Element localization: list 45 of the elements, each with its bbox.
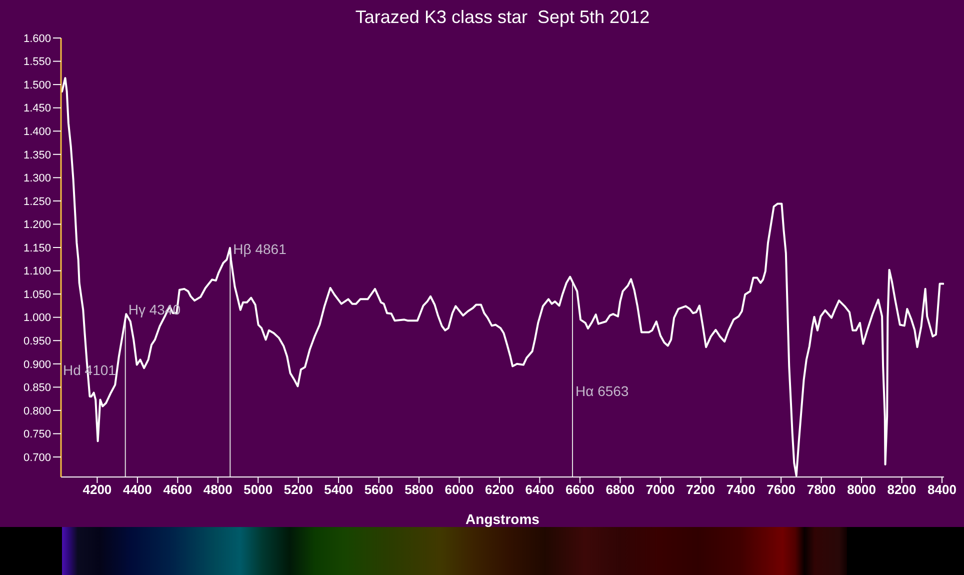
x-tick-label: 6800 (606, 482, 635, 498)
x-tick-label: 5200 (284, 482, 313, 498)
x-tick-label: 5600 (364, 482, 394, 498)
x-tick-label: 8000 (847, 482, 876, 498)
x-tick-label: 8200 (887, 482, 916, 498)
y-tick-label: 0.850 (23, 382, 51, 394)
x-tick-label: 5800 (404, 482, 434, 498)
x-tick-label: 4400 (122, 482, 152, 498)
y-tick-label: 1.200 (23, 219, 51, 232)
x-tick-label: 6000 (444, 482, 474, 498)
x-tick-label: 5000 (244, 482, 273, 498)
y-tick-label: 0.800 (23, 405, 51, 418)
y-tick-label: 0.700 (23, 452, 51, 464)
y-tick-label: 0.950 (23, 336, 51, 348)
x-tick-label: 8400 (928, 482, 956, 498)
annotation: Hβ 4861 (233, 240, 287, 257)
x-tick-label: 4200 (82, 482, 112, 498)
y-tick-label: 1.300 (23, 172, 51, 185)
y-tick-label: 1.550 (23, 56, 51, 68)
x-tick-label: 6400 (525, 482, 554, 498)
x-tick-label: 4800 (203, 482, 232, 498)
annotation: Hα 6563 (575, 382, 629, 399)
y-tick-label: 1.050 (23, 288, 51, 301)
y-tick-label: 1.500 (23, 79, 51, 92)
y-tick-label: 1.000 (23, 312, 51, 324)
x-tick-label: 7800 (806, 482, 836, 498)
y-tick-label: 1.150 (23, 242, 51, 254)
y-tick-label: 0.750 (23, 428, 51, 441)
x-tick-label: 7400 (726, 482, 756, 498)
x-tick-label: 6600 (565, 482, 594, 498)
y-tick-label: 1.100 (23, 266, 51, 278)
x-tick-label: 7000 (646, 482, 675, 498)
chart-title: Tarazed K3 class star Sept 5th 2012 (354, 6, 651, 28)
y-tick-label: 1.350 (23, 149, 51, 162)
x-tick-label: 5400 (324, 482, 354, 498)
x-axis-title: Angstroms (466, 511, 540, 527)
x-tick-label: 6200 (485, 482, 514, 498)
y-tick-label: 1.600 (23, 32, 51, 45)
x-tick-label: 4600 (163, 482, 192, 498)
y-tick-label: 0.900 (23, 358, 51, 371)
y-tick-label: 1.450 (23, 102, 51, 115)
x-tick-label: 7600 (766, 482, 796, 498)
y-tick-label: 1.250 (23, 196, 51, 208)
x-tick-label: 7200 (686, 482, 716, 498)
y-tick-label: 1.400 (23, 126, 51, 138)
